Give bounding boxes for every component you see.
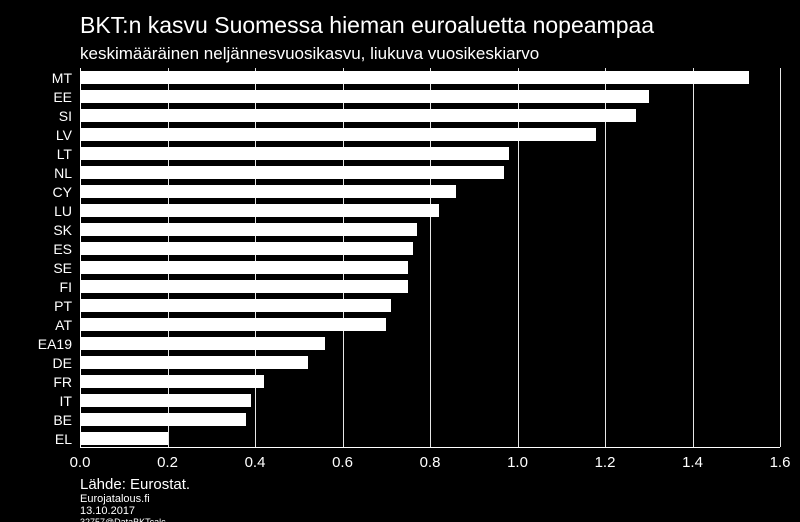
chart-subtitle: keskimääräinen neljännesvuosikasvu, liuk… — [80, 44, 539, 64]
x-gridline — [780, 68, 781, 447]
bar-row — [80, 280, 780, 292]
plot-area — [80, 68, 780, 448]
bar — [80, 261, 408, 273]
y-tick-label: LV — [0, 127, 72, 143]
bar-row — [80, 413, 780, 425]
chart-root: BKT:n kasvu Suomessa hieman euroaluetta … — [0, 0, 800, 522]
x-gridline — [255, 68, 256, 447]
y-tick-label: SI — [0, 108, 72, 124]
y-tick-label: EL — [0, 431, 72, 447]
x-tick-label: 0.6 — [332, 454, 353, 471]
footer-date: 13.10.2017 — [80, 505, 190, 517]
bar-row — [80, 432, 780, 444]
bar — [80, 128, 596, 140]
bar-row — [80, 318, 780, 330]
bar — [80, 185, 456, 197]
y-tick-label: LT — [0, 146, 72, 162]
x-gridline — [343, 68, 344, 447]
bar-row — [80, 128, 780, 140]
bar — [80, 280, 408, 292]
bar-row — [80, 204, 780, 216]
bar — [80, 204, 439, 216]
bar — [80, 90, 649, 102]
y-tick-label: BE — [0, 412, 72, 428]
bar-row — [80, 185, 780, 197]
x-tick-label: 0.4 — [245, 454, 266, 471]
bar-row — [80, 375, 780, 387]
bar — [80, 71, 749, 83]
y-tick-label: PT — [0, 298, 72, 314]
bar-row — [80, 242, 780, 254]
x-gridline — [693, 68, 694, 447]
bar-row — [80, 337, 780, 349]
bar-row — [80, 71, 780, 83]
x-tick-label: 0.2 — [157, 454, 178, 471]
footer-code: 32757@DataBKTcalc — [80, 517, 190, 522]
bar — [80, 318, 386, 330]
bar-row — [80, 299, 780, 311]
x-gridline — [168, 68, 169, 447]
bar — [80, 413, 246, 425]
bar — [80, 337, 325, 349]
bar — [80, 109, 636, 121]
bar — [80, 223, 417, 235]
bar — [80, 242, 413, 254]
bar-row — [80, 147, 780, 159]
bar-row — [80, 394, 780, 406]
chart-footer: Lähde: Eurostat. Eurojatalous.fi 13.10.2… — [80, 476, 190, 522]
y-tick-label: SE — [0, 260, 72, 276]
y-tick-label: DE — [0, 355, 72, 371]
bar-row — [80, 166, 780, 178]
chart-title: BKT:n kasvu Suomessa hieman euroaluetta … — [80, 12, 654, 39]
y-tick-label: ES — [0, 241, 72, 257]
bar — [80, 166, 504, 178]
y-tick-label: EA19 — [0, 336, 72, 352]
y-tick-label: MT — [0, 70, 72, 86]
x-tick-label: 0.8 — [420, 454, 441, 471]
x-tick-label: 0.0 — [70, 454, 91, 471]
bar-row — [80, 356, 780, 368]
bar-row — [80, 90, 780, 102]
bar — [80, 375, 264, 387]
bar — [80, 432, 168, 444]
y-tick-label: IT — [0, 393, 72, 409]
bar — [80, 394, 251, 406]
x-tick-label: 1.2 — [595, 454, 616, 471]
x-tick-label: 1.0 — [507, 454, 528, 471]
y-tick-label: LU — [0, 203, 72, 219]
bar — [80, 147, 509, 159]
y-tick-label: CY — [0, 184, 72, 200]
footer-source: Lähde: Eurostat. — [80, 476, 190, 493]
x-gridline — [605, 68, 606, 447]
bar-row — [80, 261, 780, 273]
y-tick-label: FR — [0, 374, 72, 390]
x-gridline — [518, 68, 519, 447]
x-gridline — [80, 68, 81, 447]
y-tick-label: SK — [0, 222, 72, 238]
footer-site: Eurojatalous.fi — [80, 493, 190, 505]
y-tick-label: EE — [0, 89, 72, 105]
y-tick-label: FI — [0, 279, 72, 295]
y-tick-label: NL — [0, 165, 72, 181]
x-tick-label: 1.4 — [682, 454, 703, 471]
bar-row — [80, 109, 780, 121]
bar-row — [80, 223, 780, 235]
bar — [80, 299, 391, 311]
y-tick-label: AT — [0, 317, 72, 333]
x-tick-label: 1.6 — [770, 454, 791, 471]
bar — [80, 356, 308, 368]
x-gridline — [430, 68, 431, 447]
